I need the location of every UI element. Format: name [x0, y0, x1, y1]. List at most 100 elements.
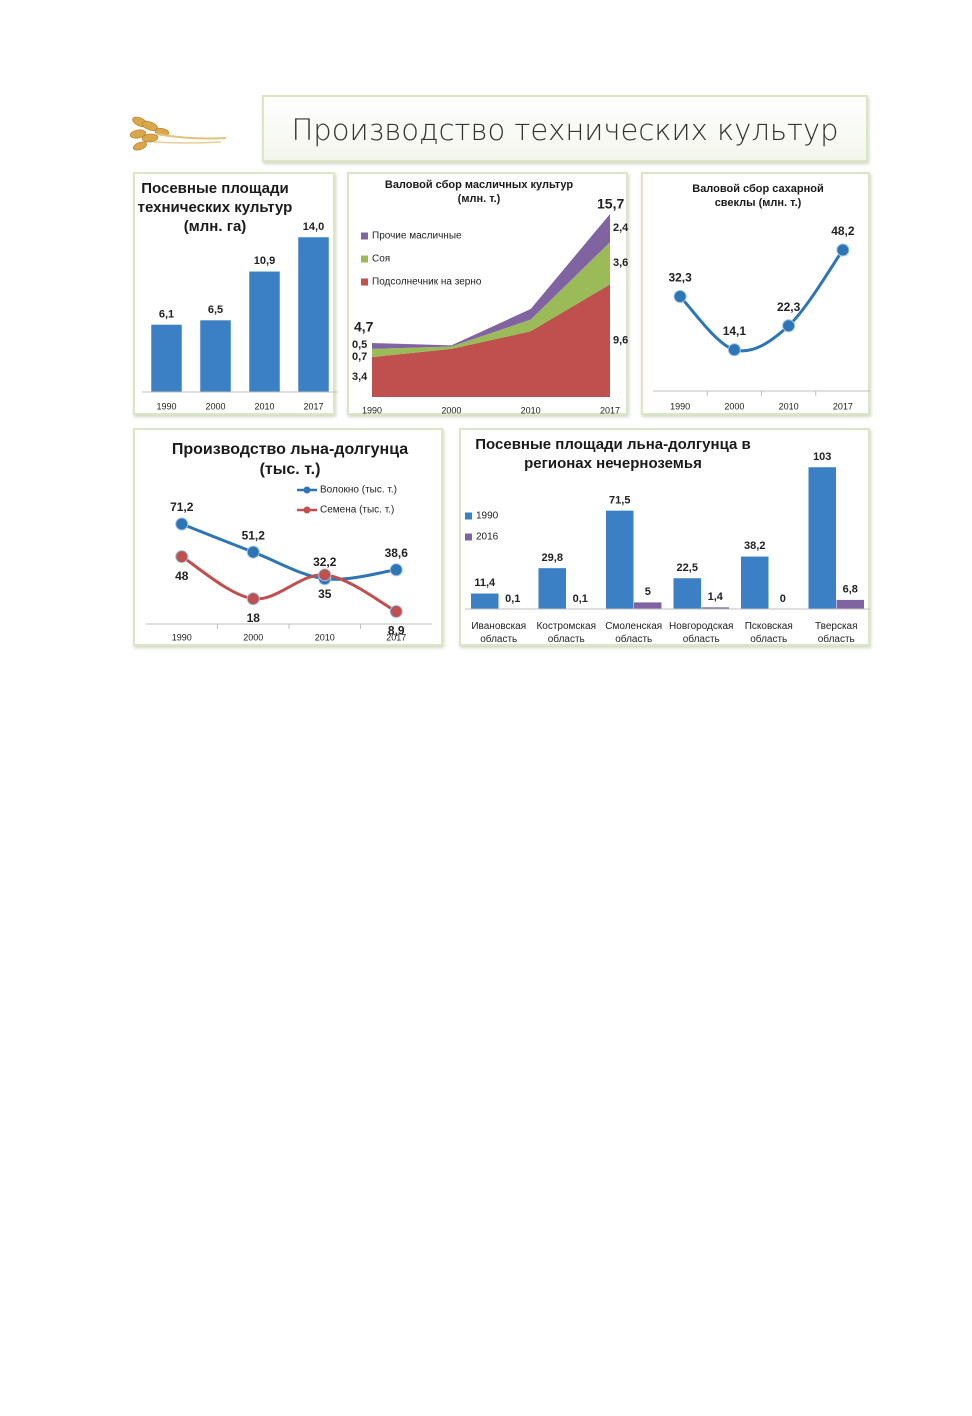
x-tick-label: 2017 [600, 405, 620, 415]
value-label: 5 [645, 586, 651, 598]
x-tick-label: Новгородская область [669, 621, 734, 645]
x-tick-label: 2000 [205, 401, 225, 411]
value-label: 2,4 [613, 222, 629, 234]
x-tick-label: Псковская область [744, 621, 793, 645]
x-tick-label: 2017 [303, 401, 323, 411]
chart-title: Производство льна-долгунца (тыс. т.) [171, 441, 409, 478]
x-tick-label: 2000 [243, 632, 263, 642]
value-label: 9,6 [613, 335, 628, 347]
value-label: 10,9 [254, 255, 275, 267]
point [246, 545, 260, 559]
bar [297, 236, 330, 393]
x-tick-label: 2000 [724, 401, 744, 411]
panel: 11,4 0,1 29,8 0,1 71,5 5 22,5 1,4 38,2 0 103 6,8 199… [459, 428, 870, 646]
bar [808, 466, 837, 610]
value-label: 0,5 [352, 339, 367, 351]
value-label: 38,2 [744, 540, 765, 552]
value-label: 0 [780, 593, 786, 605]
page-title: Производство технических культур [291, 113, 839, 147]
legend-marker [361, 232, 368, 240]
line [181, 522, 397, 581]
legend-marker [465, 533, 472, 541]
line [180, 555, 397, 613]
x-tick-label: 2000 [441, 405, 461, 415]
value-label: 48 [175, 569, 189, 583]
point [389, 605, 403, 618]
legend-marker [465, 512, 472, 520]
chart: 6,1 1990 6,5 2000 10,9 2010 14,0 2017 [142, 221, 337, 411]
point [246, 592, 260, 606]
value-label: 6,1 [159, 308, 174, 320]
chart: 1990 2000 2010 2017 32,3 14,1 22,3 48,2 [653, 224, 870, 411]
value-label: 35 [318, 587, 332, 601]
bar [538, 567, 567, 610]
x-tick-label: 1990 [362, 405, 382, 415]
bar [673, 577, 702, 610]
x-tick-label: Смоленская область [605, 621, 663, 645]
legend-label: Волокно (тыс. т.) [320, 485, 397, 496]
chart-title: Валовой сбор масличных культур (млн. т.) [384, 179, 574, 205]
bar [836, 599, 865, 610]
panel: 6,1 1990 6,5 2000 10,9 2010 14,0 2017 Посевные … [133, 172, 337, 415]
value-label: 1,4 [708, 591, 724, 603]
value-label: 8,9 [388, 624, 405, 638]
x-tick-label: 2010 [779, 401, 799, 411]
area [372, 284, 610, 397]
value-label: 71,2 [170, 500, 194, 514]
value-label: 18 [247, 611, 261, 625]
area [372, 214, 610, 349]
point [318, 568, 332, 582]
total-label: 4,7 [354, 319, 374, 335]
x-tick-label: 1990 [670, 401, 690, 411]
value-label: 32,3 [668, 271, 692, 285]
value-label: 103 [813, 451, 831, 463]
point [389, 563, 403, 577]
value-label: 48,2 [831, 224, 855, 238]
x-tick-label: Тверская область [814, 621, 858, 645]
chart: 11,4 0,1 29,8 0,1 71,5 5 22,5 1,4 38,2 0 103 6,8 199… [465, 451, 870, 610]
value-label: 6,8 [843, 584, 858, 596]
value-label: 0,1 [573, 593, 588, 605]
wheat-icon [129, 116, 227, 151]
legend-label: Подсолнечник на зерно [372, 277, 482, 288]
point [175, 550, 189, 564]
legend-marker [303, 506, 311, 514]
value-label: 22,5 [677, 562, 698, 574]
x-tick-label: 1990 [156, 401, 176, 411]
point [727, 343, 741, 357]
banner: Производство технических культур [262, 95, 868, 162]
chart: 1990 2000 2010 2017 71,2 51,2 32,2 38,6 Волокно … [146, 485, 432, 642]
legend-label: Прочие масличные [372, 231, 462, 242]
value-label: 3,6 [613, 257, 628, 269]
bar [199, 319, 232, 393]
bar [470, 593, 499, 610]
value-label: 29,8 [542, 552, 563, 564]
value-label: 32,2 [313, 555, 337, 569]
x-tick-label: 2017 [386, 632, 406, 642]
legend-marker [361, 255, 368, 263]
total-label: 15,7 [597, 196, 624, 212]
legend-label: 1990 [476, 511, 499, 522]
point [836, 243, 850, 257]
x-tick-label: 2017 [833, 401, 853, 411]
x-tick-label: Ивановская область [471, 621, 527, 645]
legend-label: Соя [372, 254, 390, 265]
chart: 3,4 9,6 0,7 3,6 0,5 2,4 4,7 15,7 1990 2000 2010 201… [352, 196, 629, 416]
line [679, 249, 845, 353]
panel: 1990 2000 2010 2017 71,2 51,2 32,2 38,6 Волокно … [133, 428, 443, 646]
x-tick-label: 2010 [521, 405, 541, 415]
value-label: 14,1 [723, 324, 747, 338]
bar [605, 510, 634, 610]
panel: 1990 2000 2010 2017 32,3 14,1 22,3 48,2 Валовой… [641, 172, 870, 415]
legend-marker [303, 486, 311, 494]
bar [633, 601, 662, 610]
panel: 3,4 9,6 0,7 3,6 0,5 2,4 4,7 15,7 1990 2000 2010 201… [347, 172, 629, 416]
value-label: 71,5 [609, 494, 630, 506]
bar [740, 556, 769, 610]
value-label: 14,0 [303, 221, 324, 233]
value-label: 0,1 [505, 593, 520, 605]
chart-title: Посевные площади технических культур (мл… [137, 180, 293, 235]
point [673, 290, 687, 304]
bar [248, 271, 281, 393]
